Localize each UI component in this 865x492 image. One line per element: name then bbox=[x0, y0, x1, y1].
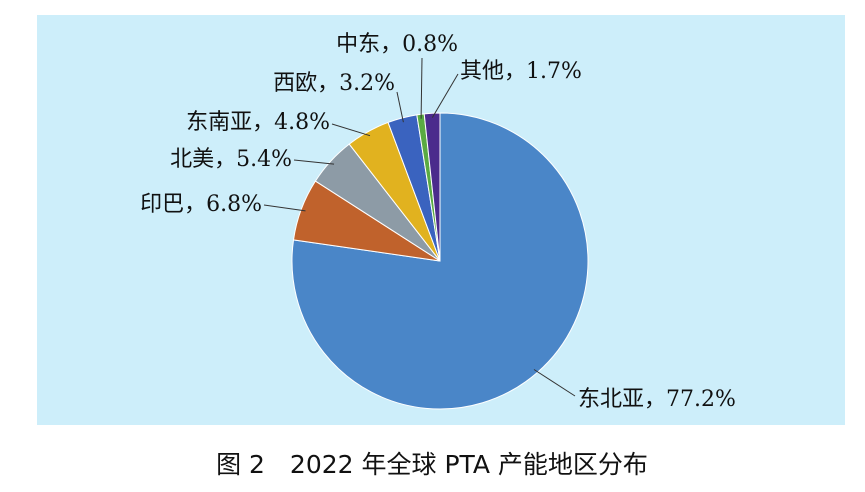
category-name: 印巴 bbox=[140, 192, 184, 217]
value-label: 0.8% bbox=[402, 32, 458, 57]
separator: ， bbox=[380, 32, 402, 57]
leader-line bbox=[263, 204, 306, 212]
value-label: 1.7% bbox=[526, 59, 582, 84]
separator: ， bbox=[504, 59, 526, 84]
leader-line bbox=[533, 369, 576, 397]
separator: ， bbox=[644, 387, 666, 412]
category-name: 东南亚 bbox=[186, 110, 252, 135]
data-label: 西欧，3.2% bbox=[273, 71, 395, 96]
separator: ， bbox=[317, 71, 339, 96]
value-label: 77.2% bbox=[666, 387, 736, 412]
category-name: 西欧 bbox=[273, 71, 317, 96]
chart-title: 图 2 2022 年全球 PTA 产能地区分布 bbox=[216, 450, 648, 479]
leader-line bbox=[331, 123, 371, 137]
category-name: 东北亚 bbox=[578, 387, 644, 412]
leader-line bbox=[293, 159, 335, 165]
leader-line bbox=[420, 57, 423, 119]
leader-line bbox=[431, 73, 459, 118]
data-label: 中东，0.8% bbox=[336, 32, 458, 57]
category-name: 其他 bbox=[460, 59, 504, 84]
data-label: 东南亚，4.8% bbox=[186, 110, 330, 135]
data-label: 印巴，6.8% bbox=[140, 192, 262, 217]
data-label: 东北亚，77.2% bbox=[578, 387, 736, 412]
value-label: 6.8% bbox=[206, 192, 262, 217]
category-name: 中东 bbox=[336, 32, 380, 57]
leader-line bbox=[396, 91, 404, 123]
separator: ， bbox=[184, 192, 206, 217]
data-label: 其他，1.7% bbox=[460, 59, 582, 84]
category-name: 北美 bbox=[170, 147, 214, 172]
value-label: 3.2% bbox=[339, 71, 395, 96]
data-label: 北美，5.4% bbox=[170, 147, 292, 172]
value-label: 4.8% bbox=[274, 110, 330, 135]
pie-slice bbox=[423, 112, 441, 262]
separator: ， bbox=[214, 147, 236, 172]
value-label: 5.4% bbox=[236, 147, 292, 172]
separator: ， bbox=[252, 110, 274, 135]
